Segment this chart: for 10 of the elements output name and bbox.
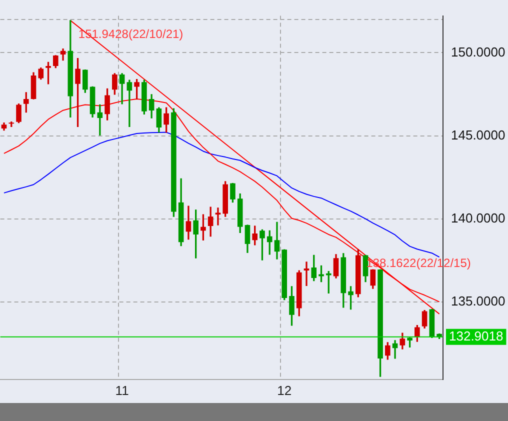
y-tick-label: 135.0000 xyxy=(451,294,506,309)
y-tick-label: 145.0000 xyxy=(451,127,506,142)
x-tick-label: 12 xyxy=(277,382,292,398)
y-tick-label: 140.0000 xyxy=(451,210,506,226)
candlestick xyxy=(304,262,310,286)
candlestick xyxy=(126,80,132,127)
candlestick xyxy=(215,208,221,226)
x-tick-label: 11 xyxy=(115,382,129,398)
y-tick-label: 150.0000 xyxy=(451,44,506,60)
ref-line-label: 132.9018 xyxy=(449,328,504,344)
